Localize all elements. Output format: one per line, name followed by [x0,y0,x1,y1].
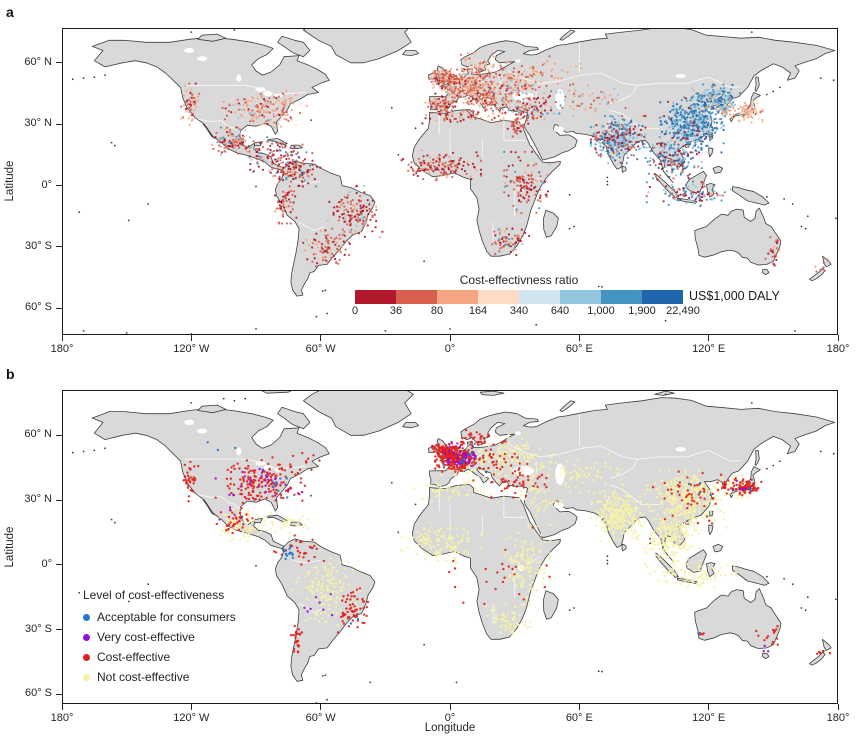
legend-item-label: Acceptable for consumers [97,610,236,624]
category-legend: Level of cost-effectiveness Acceptable f… [83,588,236,687]
colorbar-title: Cost-effectivness ratio [459,273,579,287]
lat-tick-label: 30° N [24,117,52,130]
latitude-axis-label-b: Latitude [4,526,16,568]
lat-tick-mark [56,434,62,436]
colorbar-unit-label: US$1,000 DALY [689,289,780,303]
lon-tick-mark [449,704,451,710]
plot-frame [62,390,838,704]
colorbar-tick-label: 1,900 [628,305,656,317]
lon-tick-label: 180° [50,343,74,355]
colorbar-legend: Cost-effectivness ratio 0 36 80 164 340 640 1,… [351,273,780,318]
data-points-layer [180,52,829,273]
colorbar-tick-label: 1,000 [587,305,615,317]
legend-item-label: Cost-effective [97,650,171,664]
colorbar-segment [478,290,519,304]
plot-frame [62,28,838,335]
lat-tick-mark [56,629,62,631]
colorbar-tick-label: 80 [430,305,444,317]
longitude-axis-label: Longitude [424,722,476,734]
lat-tick-mark [56,564,62,566]
colorbar-segment [437,290,478,304]
lat-tick-label: 60° N [24,428,52,441]
lon-tick-mark [61,335,63,341]
legend-item-label: Very cost-effective [97,630,195,644]
lon-tick-label: 0° [444,343,456,355]
lon-tick-mark [578,704,580,710]
legend-dot-icon [83,613,90,621]
lat-tick-label: 30° S [24,622,52,635]
lon-tick-label: 60° W [305,343,336,355]
lat-tick-label: 0° [41,178,52,191]
colorbar-tick-label: 340 [509,305,529,317]
panel-a-label: a [6,4,14,20]
lat-tick-mark [56,693,62,695]
colorbar-segment [601,290,642,304]
lon-tick-label: 0° [444,712,456,724]
lat-tick-label: 60° S [24,687,52,700]
colorbar-tick-label: 36 [389,305,403,317]
lat-tick-label: 60° N [24,55,52,68]
lat-tick-label: 30° N [24,493,52,506]
legend-item-very: Very cost-effective [83,627,236,647]
colorbar-tick-label: 0 [351,305,359,317]
colorbar-tick-label: 164 [468,305,488,317]
legend-item-not: Not cost-effective [83,667,236,687]
lon-tick-mark [449,335,451,341]
lon-tick-mark [708,704,710,710]
legend-dot-icon [83,673,90,681]
lon-tick-mark [708,335,710,341]
colorbar-tick-label: 640 [550,305,570,317]
legend-title: Level of cost-effectiveness [83,588,225,602]
lat-tick-mark [56,123,62,125]
lat-tick-mark [56,246,62,248]
lon-tick-label: 120° E [692,712,726,724]
lon-tick-label: 180° [826,343,850,355]
lon-tick-mark [320,335,322,341]
world-map-panel-b [62,390,838,704]
lon-tick-label: 60° E [565,712,593,724]
legend-item-label: Not cost-effective [97,670,190,684]
lat-tick-mark [56,307,62,309]
colorbar-segment [560,290,601,304]
lon-tick-label: 60° W [305,712,336,724]
lon-tick-mark [837,704,839,710]
legend-dot-icon [83,633,90,641]
colorbar-segment [519,290,560,304]
lon-tick-mark [190,704,192,710]
colorbar-segment [396,290,437,304]
lat-tick-label: 60° S [24,301,52,314]
lat-tick-label: 0° [41,557,52,570]
lat-tick-label: 30° S [24,239,52,252]
legend-item-cost: Cost-effective [83,647,236,667]
lat-tick-mark [56,185,62,187]
lon-tick-label: 60° E [565,343,593,355]
lon-tick-label: 180° [826,712,850,724]
lon-tick-label: 120° E [692,343,726,355]
legend-dot-icon [83,653,90,661]
lon-tick-label: 180° [50,712,74,724]
legend-item-acceptable: Acceptable for consumers [83,607,236,627]
lon-tick-label: 120° W [173,712,210,724]
colorbar-tick-labels: 0 36 80 164 340 640 1,000 1,900 22,490 [351,304,700,318]
lon-tick-label: 120° W [173,343,210,355]
landmass-layer [71,390,837,704]
colorbar-tick-label: 22,490 [666,305,700,317]
lon-tick-mark [190,335,192,341]
lon-tick-mark [578,335,580,341]
lon-tick-mark [837,335,839,341]
data-points-layer [182,429,832,655]
landmass-layer [71,28,837,335]
legend-items: Acceptable for consumers Very cost-effect… [83,607,236,687]
lon-tick-mark [320,704,322,710]
lon-tick-mark [61,704,63,710]
lat-tick-mark [56,499,62,501]
lat-tick-mark [56,62,62,64]
world-map-panel-a [62,28,838,335]
latitude-axis-label-a: Latitude [4,160,16,202]
colorbar-segment [642,290,683,304]
panel-b-label: b [6,366,15,382]
colorbar-segment [355,290,396,304]
colorbar-gradient [355,290,683,304]
